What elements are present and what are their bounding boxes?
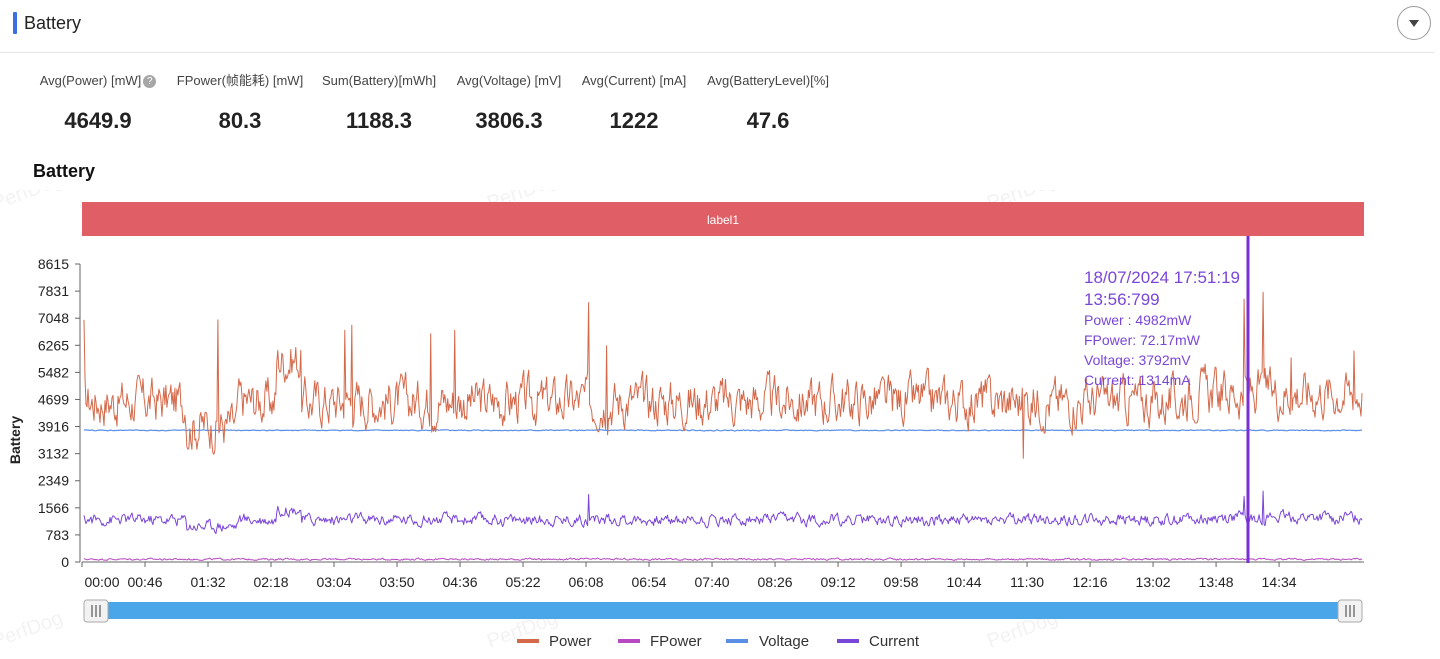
y-tick-label: 4699: [38, 391, 69, 407]
legend-item-power[interactable]: Power: [517, 633, 592, 650]
series-line-power: [83, 291, 1363, 459]
stat-label: Sum(Battery)[mWh]: [321, 73, 437, 88]
stat-label: Avg(Power) [mW]?: [38, 72, 158, 90]
slider-track[interactable]: [95, 602, 1351, 619]
stat-value: 80.3: [218, 108, 262, 133]
x-tick-label: 03:04: [316, 574, 351, 590]
x-tick-label: 06:08: [569, 574, 604, 590]
x-tick-label: 08:26: [758, 574, 793, 590]
slider-handle-right[interactable]: [1337, 599, 1363, 623]
series-layer: [83, 291, 1363, 561]
x-tick-label: 09:12: [821, 574, 856, 590]
y-axis-label: Battery: [7, 416, 23, 464]
x-tick-label: 09:58: [884, 574, 919, 590]
y-tick-label: 7831: [38, 283, 69, 299]
stat-label: Avg(Voltage) [mV]: [456, 73, 562, 88]
x-axis: 00:00 00:46 01:32 02:18 03:04 03:50 04:36 05:22…: [81, 561, 1364, 590]
label-band-text: label1: [707, 213, 739, 227]
legend-item-voltage[interactable]: Voltage: [726, 633, 809, 650]
label-band[interactable]: [82, 202, 1364, 236]
stat-value: 4649.9: [64, 108, 132, 133]
y-tick-label: 5482: [38, 364, 69, 380]
stat-avg-current: Avg(Current) [mA] 1222: [579, 72, 689, 134]
range-slider[interactable]: [83, 599, 1363, 623]
battery-section-header: Battery: [0, 0, 1434, 53]
header-title: Battery: [24, 13, 82, 33]
y-tick-label: 783: [46, 527, 70, 543]
stat-value: 3806.3: [475, 108, 543, 133]
tooltip-voltage: Voltage: 3792mV: [1084, 352, 1191, 368]
collapse-button[interactable]: [1397, 6, 1431, 40]
x-tick-label: 02:18: [253, 574, 288, 590]
stat-sum-battery: Sum(Battery)[mWh] 1188.3: [320, 72, 438, 134]
legend-item-fpower[interactable]: FPower: [618, 633, 702, 650]
x-tick-label: 13:02: [1136, 574, 1171, 590]
stat-label: Avg(BatteryLevel)[%]: [707, 73, 829, 88]
x-tick-label: 01:32: [190, 574, 225, 590]
slider-handle-left[interactable]: [83, 599, 109, 623]
stat-avg-power: Avg(Power) [mW]? 4649.9: [38, 72, 158, 134]
y-tick-label: 2349: [38, 473, 69, 489]
battery-chart[interactable]: PerfDog PerfDog PerfDog PerfDog PerfDog …: [0, 190, 1440, 659]
cursor-tooltip: 18/07/2024 17:51:19 13:56:799 Power : 49…: [1084, 236, 1250, 563]
series-line-current: [83, 490, 1363, 535]
stat-label: Avg(Current) [mA]: [581, 73, 687, 88]
legend-item-current[interactable]: Current: [837, 633, 920, 650]
legend-swatch-voltage: [726, 639, 748, 643]
x-tick-label: 00:00: [84, 574, 119, 590]
stat-value: 1188.3: [345, 108, 413, 133]
stat-value: 1222: [609, 108, 659, 133]
stat-label: FPower(帧能耗) [mW]: [176, 73, 304, 88]
y-tick-label: 7048: [38, 310, 69, 326]
stat-avg-voltage: Avg(Voltage) [mV] 3806.3: [454, 72, 564, 134]
x-tick-label: 14:34: [1262, 574, 1297, 590]
y-tick-label: 6265: [38, 337, 69, 353]
stat-value: 47.6: [746, 108, 790, 133]
x-tick-label: 10:44: [947, 574, 982, 590]
y-tick-label: 3916: [38, 419, 69, 435]
tooltip-time: 13:56:799: [1084, 290, 1160, 309]
legend-swatch-power: [517, 639, 539, 643]
legend-label-voltage: Voltage: [759, 633, 809, 650]
series-line-fpower: [83, 557, 1363, 561]
x-tick-label: 05:22: [506, 574, 541, 590]
x-tick-label: 12:16: [1073, 574, 1108, 590]
y-tick-label: 8615: [38, 256, 69, 272]
legend: Power FPower Voltage Current: [517, 633, 920, 650]
stat-avg-battery-level: Avg(BatteryLevel)[%] 47.6: [704, 72, 832, 134]
x-tick-label: 07:40: [695, 574, 730, 590]
legend-swatch-fpower: [618, 639, 640, 643]
x-tick-label: 03:50: [379, 574, 414, 590]
x-tick-label: 06:54: [632, 574, 667, 590]
x-tick-label: 04:36: [443, 574, 478, 590]
tooltip-current: Current: 1314mA: [1084, 372, 1191, 388]
tooltip-power: Power : 4982mW: [1084, 312, 1192, 328]
legend-label-power: Power: [549, 633, 592, 650]
y-tick-label: 0: [61, 554, 69, 570]
chart-title: Battery: [33, 161, 96, 181]
tooltip-timestamp: 18/07/2024 17:51:19: [1084, 268, 1240, 287]
legend-swatch-current: [837, 639, 859, 643]
chevron-down-icon: [1409, 20, 1419, 27]
y-axis: 8615 7831 7048 6265 5482 4699 3916 3132 2349 1566…: [38, 256, 81, 570]
x-tick-label: 13:48: [1199, 574, 1234, 590]
legend-label-fpower: FPower: [650, 633, 702, 650]
x-tick-label: 11:30: [1010, 574, 1044, 590]
y-tick-label: 3132: [38, 446, 69, 462]
watermark: PerfDog: [0, 607, 66, 653]
x-tick-label: 00:46: [127, 574, 162, 590]
header-accent-bar: [13, 12, 17, 34]
tooltip-fpower: FPower: 72.17mW: [1084, 332, 1201, 348]
help-icon[interactable]: ?: [143, 75, 157, 88]
watermark: PerfDog: [0, 190, 66, 215]
y-tick-label: 1566: [38, 500, 69, 516]
series-line-voltage: [84, 429, 1363, 432]
stat-fpower: FPower(帧能耗) [mW] 80.3: [176, 72, 304, 134]
legend-label-current: Current: [869, 633, 920, 650]
